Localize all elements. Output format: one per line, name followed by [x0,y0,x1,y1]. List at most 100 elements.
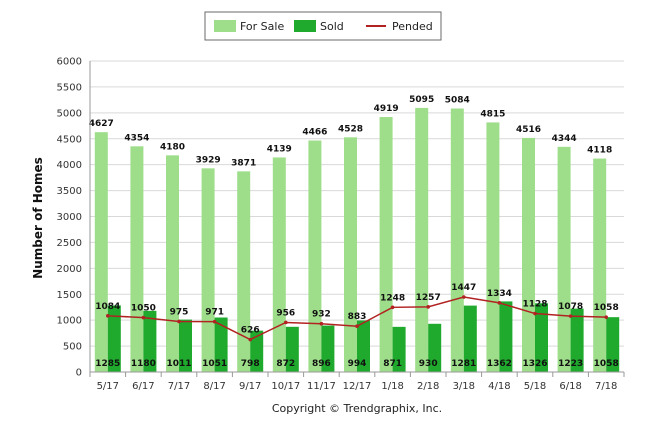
x-tick-label: 8/17 [203,381,225,392]
pended-line: 1084 1050 975 971 626 956 932 883 1248 1257 1447 13… [95,283,619,342]
for-sale-bar [486,122,500,372]
sold-bar [143,310,157,372]
for-sale-bar [308,140,322,372]
y-tick-label: 4500 [57,134,82,145]
pended-value-label: 1050 [131,304,156,314]
pended-point [141,315,146,320]
for-sale-bar [344,137,357,372]
for-sale-bar [94,132,108,372]
x-tick-label: 10/17 [271,381,300,392]
for-sale-bar [522,137,535,372]
sold-value-label: 1285 [95,359,120,369]
sold-value-label: 1051 [202,359,227,369]
sold-bar [107,305,121,372]
for-sale-value-label: 4180 [160,142,185,152]
for-sale-bar [166,155,179,372]
for-sale-bar [130,146,144,372]
x-tick-label: 1/18 [381,381,403,392]
sold-value-label: 1362 [487,359,512,369]
pended-value-label: 883 [348,312,367,322]
pended-point [355,324,359,329]
y-tick-label: 0 [76,368,82,379]
sold-bar [321,325,335,372]
legend-box [204,11,442,41]
for-sale-value-label: 3871 [231,158,256,168]
x-tick-label: 2/18 [417,381,439,392]
for-sale-value-label: 4354 [124,133,149,143]
x-tick-label: 7/17 [168,381,190,392]
pended-point [533,311,537,316]
pended-point [212,319,217,324]
sold-bar [428,323,442,372]
sold-value-label: 1058 [594,359,619,369]
for-sale-value-label: 4627 [89,119,114,129]
sold-value-label: 1180 [131,359,156,369]
sold-bar [570,308,584,372]
sold-value-label: 871 [383,359,402,369]
y-tick-label: 3000 [57,212,82,223]
x-tick-label: 6/17 [132,381,154,392]
sold-value-label: 798 [241,359,260,369]
axes: 0 500 1000 1500 2000 2500 3000 3500 4000 4500 5000… [57,57,625,392]
for-sale-bar [272,157,286,372]
for-sale-value-label: 5084 [445,95,470,105]
for-sale-legend-swatch [214,20,236,32]
for-sale-bar [593,158,607,372]
pended-point [390,305,395,310]
x-tick-label: 5/17 [97,381,119,392]
sold-bar [214,317,228,372]
for-sale-value-label: 4466 [302,128,327,138]
x-tick-label: 3/18 [453,381,475,392]
sold-bar [250,330,264,372]
pended-point [106,314,110,318]
pended-value-label: 971 [205,308,224,318]
sold-bar [499,301,513,372]
y-tick-label: 5500 [57,82,82,93]
for-sale-value-label: 5095 [409,95,434,105]
x-tick-label: 11/17 [307,381,336,392]
for-sale-value-label: 4528 [338,124,363,134]
for-sale-value-label: 4516 [516,125,541,135]
legend-label: For Sale [240,20,284,33]
y-tick-label: 1500 [57,290,82,301]
for-sale-bar [557,146,571,372]
sold-value-label: 930 [419,359,438,369]
sold-value-label: 1223 [558,359,583,369]
legend: For Sale Sold Pended [204,11,442,41]
sold-bar [463,305,477,372]
for-sale-bar [450,108,464,372]
y-tick-label: 3500 [57,186,82,197]
sold-value-label: 1326 [522,359,547,369]
legend-label: Pended [392,20,433,33]
for-sale-value-label: 4919 [374,104,399,114]
copyright-text: Copyright © Trendgraphix, Inc. [272,402,442,415]
for-sale-bar [379,117,393,372]
x-tick-label: 6/18 [559,381,581,392]
pended-point [462,295,466,299]
y-tick-label: 500 [63,342,82,353]
y-tick-label: 6000 [57,57,82,68]
pended-point [426,305,431,309]
for-sale-value-label: 4118 [587,146,612,156]
y-tick-label: 2500 [57,238,82,249]
for-sale-bar [415,107,429,372]
for-sale-value-label: 4815 [480,109,505,119]
x-tick-label: 9/17 [239,381,261,392]
sold-value-label: 1011 [166,359,191,369]
pended-point [248,337,252,342]
pended-point [284,320,288,325]
sold-value-label: 994 [348,359,367,369]
sold-bar [179,319,192,372]
for-sale-value-label: 4139 [267,144,292,154]
bars: 4627 1285 4354 1180 4180 1011 3929 1051 3871 798 4… [89,95,620,372]
pended-value-label: 1078 [558,302,583,312]
sold-legend-swatch [294,20,316,32]
x-tick-label: 4/18 [488,381,510,392]
x-tick-label: 7/18 [595,381,617,392]
pended-value-label: 1128 [522,300,547,310]
pended-value-label: 1334 [487,289,512,299]
for-sale-value-label: 3929 [196,155,221,165]
pended-point [568,314,573,318]
